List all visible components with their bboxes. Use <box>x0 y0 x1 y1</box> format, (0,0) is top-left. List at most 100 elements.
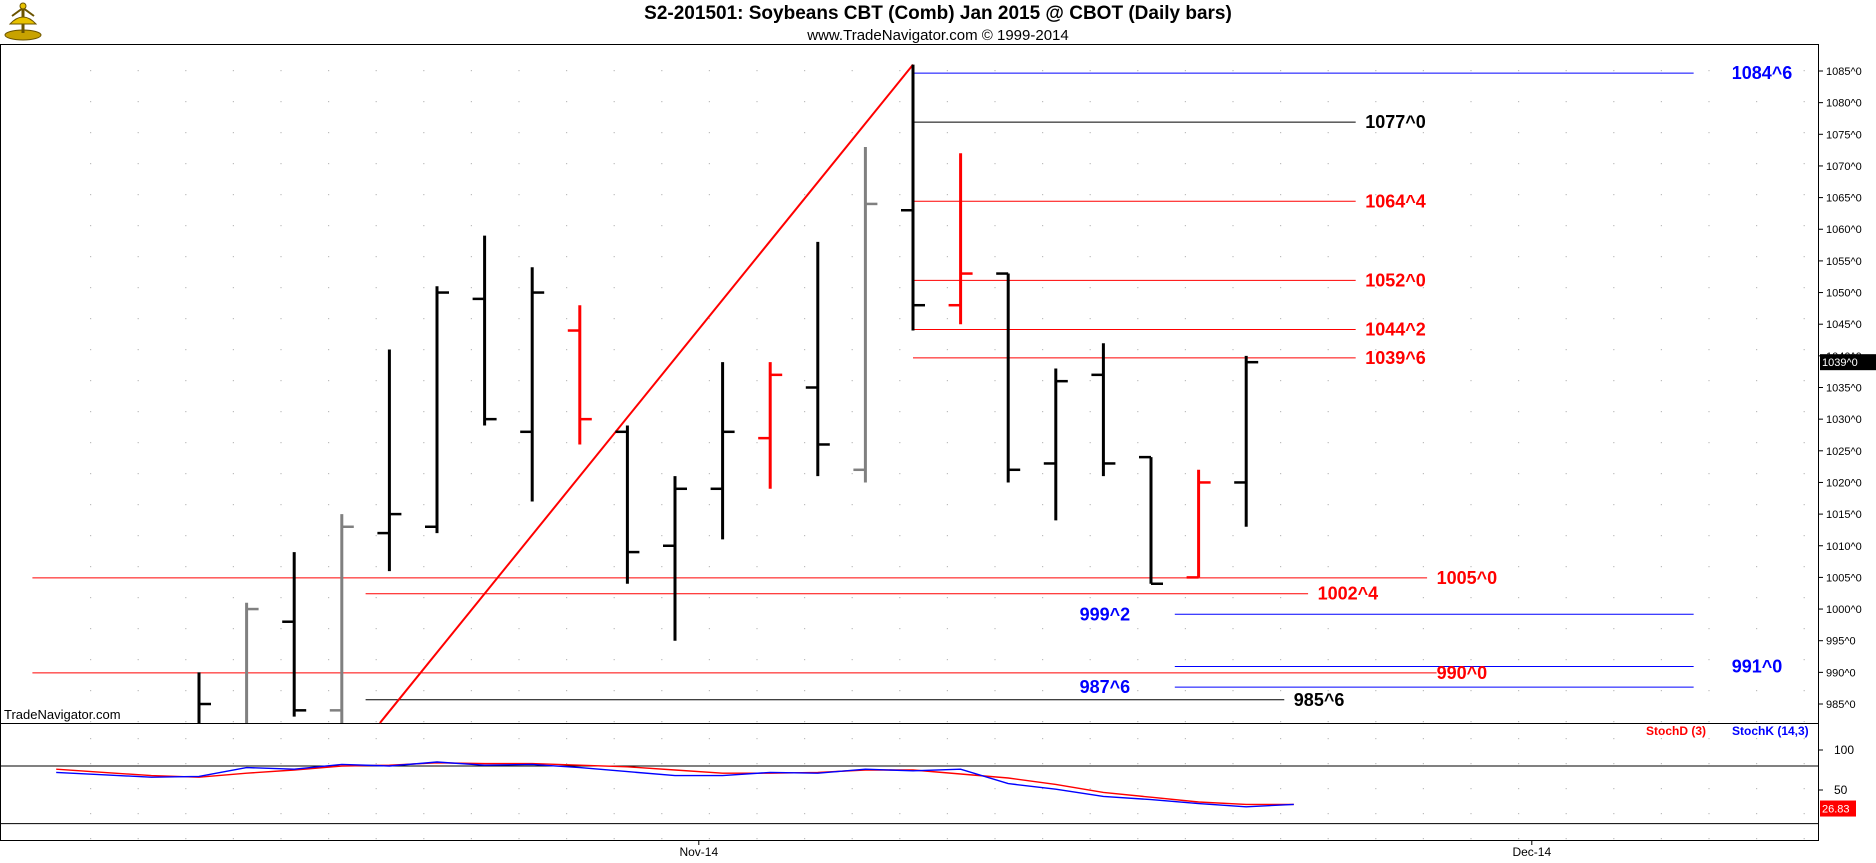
grid-dot <box>1280 256 1282 258</box>
grid-dot <box>1422 442 1424 444</box>
grid-dot <box>1708 738 1710 740</box>
grid-dot <box>1375 442 1377 444</box>
grid-dot <box>90 504 92 506</box>
grid-dot <box>375 132 377 134</box>
grid-dot <box>1565 659 1567 661</box>
grid-dot <box>232 535 234 537</box>
grid-dot <box>1518 813 1520 815</box>
grid-dot <box>90 442 92 444</box>
grid-dot <box>232 659 234 661</box>
grid-dot <box>566 628 568 630</box>
grid-dot <box>137 132 139 134</box>
grid-dot <box>851 225 853 227</box>
grid-dot <box>804 813 806 815</box>
grid-dot <box>1232 838 1234 840</box>
grid-dot <box>1042 473 1044 475</box>
grid-dot <box>1565 132 1567 134</box>
grid-dot <box>518 473 520 475</box>
stoch-last-label: 26.83 <box>1822 804 1850 816</box>
grid-dot <box>1089 690 1091 692</box>
grid-dot <box>1756 659 1758 661</box>
y-tick-label: 1010^0 <box>1826 541 1862 553</box>
grid-dot <box>328 442 330 444</box>
y-tick-label: 1030^0 <box>1826 414 1862 426</box>
grid-dot <box>1613 738 1615 740</box>
grid-dot <box>518 813 520 815</box>
grid-dot <box>1089 349 1091 351</box>
grid-dot <box>1756 690 1758 692</box>
grid-dot <box>661 788 663 790</box>
grid-dot <box>1280 690 1282 692</box>
grid-dot <box>375 738 377 740</box>
grid-dot <box>613 738 615 740</box>
y-tick-label: 1035^0 <box>1826 383 1862 395</box>
grid-dot <box>708 690 710 692</box>
grid-dot <box>328 597 330 599</box>
grid-dot <box>232 225 234 227</box>
grid-dot <box>899 690 901 692</box>
grid-dot <box>1184 628 1186 630</box>
grid-dot <box>1280 504 1282 506</box>
grid-dot <box>90 659 92 661</box>
grid-dot <box>1137 473 1139 475</box>
grid-dot <box>708 504 710 506</box>
grid-dot <box>1280 597 1282 599</box>
grid-dot <box>1089 597 1091 599</box>
grid-dot <box>328 628 330 630</box>
grid-dot <box>946 256 948 258</box>
grid-dot <box>946 194 948 196</box>
grid-dot <box>1137 411 1139 413</box>
grid-dot <box>899 442 901 444</box>
grid-dot <box>708 442 710 444</box>
grid-dot <box>1137 597 1139 599</box>
grid-dot <box>518 349 520 351</box>
grid-dot <box>1422 287 1424 289</box>
grid-dot <box>708 101 710 103</box>
grid-dot <box>946 788 948 790</box>
grid-dot <box>518 690 520 692</box>
grid-dot <box>280 380 282 382</box>
grid-dot <box>1042 225 1044 227</box>
grid-dot <box>1470 659 1472 661</box>
grid-dot <box>90 318 92 320</box>
grid-dot <box>1613 597 1615 599</box>
grid-dot <box>1375 411 1377 413</box>
grid-dot <box>1422 349 1424 351</box>
grid-dot <box>708 163 710 165</box>
grid-dot <box>1756 504 1758 506</box>
grid-dot <box>899 566 901 568</box>
grid-dot <box>756 194 758 196</box>
grid-dot <box>1756 318 1758 320</box>
grid-dot <box>232 442 234 444</box>
grid-dot <box>661 504 663 506</box>
grid-dot <box>661 690 663 692</box>
grid-dot <box>1660 504 1662 506</box>
grid-dot <box>280 535 282 537</box>
grid-dot <box>90 380 92 382</box>
grid-dot <box>804 349 806 351</box>
grid-dot <box>90 597 92 599</box>
grid-dot <box>375 788 377 790</box>
grid-dot <box>708 132 710 134</box>
grid-dot <box>1756 287 1758 289</box>
grid-dot <box>280 225 282 227</box>
stoch-y-tick-label: 100 <box>1834 743 1854 757</box>
grid-dot <box>1327 194 1329 196</box>
grid-dot <box>661 659 663 661</box>
grid-dot <box>423 256 425 258</box>
grid-dot <box>1470 690 1472 692</box>
grid-dot <box>1137 194 1139 196</box>
grid-dot <box>1422 659 1424 661</box>
grid-dot <box>1089 504 1091 506</box>
grid-dot <box>1660 690 1662 692</box>
grid-dot <box>1613 287 1615 289</box>
grid-dot <box>232 504 234 506</box>
grid-dot <box>518 318 520 320</box>
grid-dot <box>899 256 901 258</box>
grid-dot <box>518 132 520 134</box>
grid-dot <box>1184 763 1186 765</box>
grid-dot <box>661 473 663 475</box>
grid-dot <box>232 763 234 765</box>
grid-dot <box>756 535 758 537</box>
grid-dot <box>1042 132 1044 134</box>
